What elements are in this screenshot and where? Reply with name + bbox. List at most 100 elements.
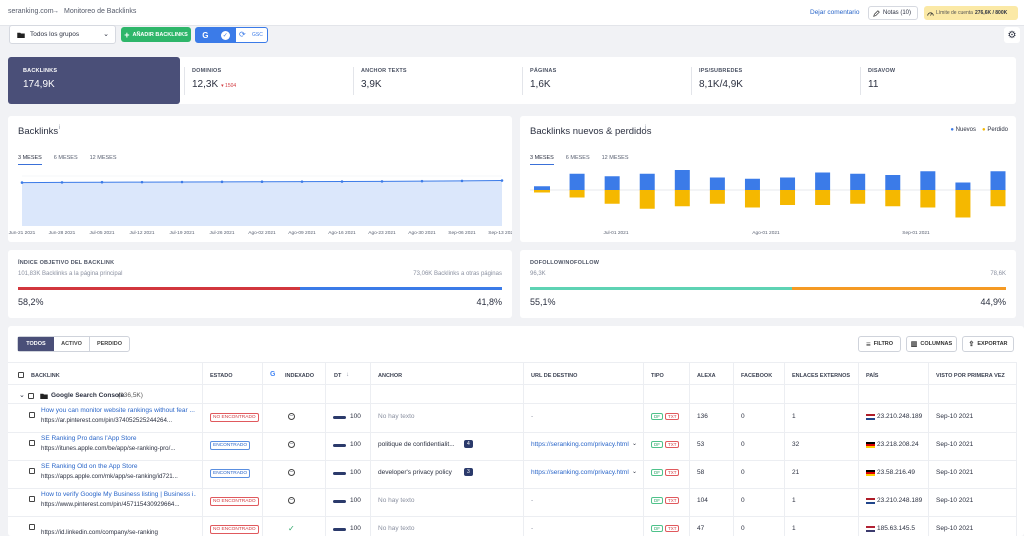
row-checkbox[interactable] — [29, 468, 35, 474]
gear-icon[interactable]: ⚙ — [1004, 27, 1020, 43]
bar-lost[interactable] — [955, 190, 971, 218]
data-point[interactable] — [380, 180, 384, 183]
destination-url[interactable]: https://seranking.com/privacy.html — [531, 469, 629, 476]
bar-new[interactable] — [990, 171, 1006, 190]
data-point[interactable] — [220, 180, 224, 184]
stat-disavow[interactable]: DISAVOW 11 — [868, 68, 895, 90]
bar-lost[interactable] — [569, 190, 585, 198]
col-country[interactable]: PAÍS — [866, 373, 879, 379]
col-dt[interactable]: DT — [334, 373, 342, 379]
tab-6-months[interactable]: 6 MESES — [565, 155, 590, 161]
bar-new[interactable] — [850, 173, 866, 190]
bar-lost[interactable] — [815, 190, 831, 205]
backlink-url[interactable]: https://id.linkedin.com/company/se-ranki… — [41, 529, 158, 536]
tab-lost[interactable]: PERDIDO — [96, 341, 123, 347]
bar-new[interactable] — [569, 173, 585, 190]
row-checkbox[interactable] — [29, 412, 35, 418]
gsc-connected-button[interactable]: G ✓ — [196, 28, 236, 42]
col-type[interactable]: TIPO — [651, 373, 664, 379]
bar-lost[interactable] — [674, 190, 690, 207]
bar-lost[interactable] — [604, 190, 620, 204]
bar-lost[interactable] — [920, 190, 936, 208]
col-indexed[interactable]: INDEXADO — [285, 373, 315, 379]
data-point[interactable] — [340, 180, 344, 183]
col-external-links[interactable]: ENLACES EXTERNOS — [792, 373, 851, 379]
info-icon[interactable]: i — [59, 125, 61, 131]
tab-3-months[interactable]: 3 MESES — [18, 155, 42, 165]
destination-url[interactable]: https://seranking.com/privacy.html — [531, 441, 629, 448]
bar-new[interactable] — [639, 173, 655, 190]
backlink-title[interactable]: SE Ranking Pro dans l'App Store — [41, 435, 137, 442]
stat-dominios[interactable]: DOMINIOS 12,3K ▾ 1504 — [192, 68, 236, 90]
account-limit-badge[interactable]: Límite de cuenta 276,6K / 800K — [924, 6, 1018, 20]
bar-new[interactable] — [534, 186, 550, 190]
group-label[interactable]: Google Search Console — [51, 392, 125, 399]
chevron-down-icon[interactable]: ⌄ — [632, 441, 638, 447]
tab-12-months[interactable]: 12 MESES — [89, 155, 117, 161]
data-point[interactable] — [100, 180, 104, 184]
backlink-url[interactable]: https://apps.apple.com/mk/app/se-ranking… — [41, 473, 178, 480]
data-point[interactable] — [500, 179, 504, 182]
backlink-url[interactable]: https://ar.pinterest.com/pin/37405252524… — [41, 417, 173, 424]
bar-lost[interactable] — [534, 190, 550, 193]
bar-new[interactable] — [815, 172, 831, 191]
data-point[interactable] — [260, 180, 264, 184]
data-point[interactable] — [60, 181, 64, 184]
bar-new[interactable] — [780, 177, 796, 191]
col-facebook[interactable]: FACEBOOK — [741, 373, 773, 379]
group-select[interactable]: Todos los grupos ⌄ — [9, 25, 116, 44]
col-anchor[interactable]: ANCHOR — [378, 373, 403, 379]
feedback-link[interactable]: Dejar comentario — [810, 9, 860, 16]
anchor-count-badge[interactable]: 4 — [464, 440, 473, 448]
data-point[interactable] — [140, 180, 144, 184]
info-icon[interactable]: i — [645, 125, 647, 131]
backlink-url[interactable]: https://itunes.apple.com/be/app/se-ranki… — [41, 445, 176, 452]
table-row[interactable]: SE Ranking Old on the App Store https://… — [8, 461, 1016, 489]
bar-new[interactable] — [744, 178, 760, 190]
table-row[interactable]: How you can monitor website rankings wit… — [8, 405, 1016, 433]
bar-lost[interactable] — [709, 190, 725, 204]
stat-backlinks[interactable]: BACKLINKS 174,9K — [23, 68, 57, 90]
row-checkbox[interactable] — [29, 524, 35, 530]
col-first-seen[interactable]: VISTO POR PRIMERA VEZ — [936, 373, 1005, 379]
tab-3-months[interactable]: 3 MESES — [530, 155, 554, 165]
col-backlink[interactable]: BACKLINK — [31, 373, 60, 379]
row-checkbox[interactable] — [29, 496, 35, 502]
tab-active[interactable]: ACTIVO — [54, 337, 90, 351]
bar-lost[interactable] — [850, 190, 866, 204]
bar-lost[interactable] — [885, 190, 901, 207]
bar-new[interactable] — [709, 177, 725, 191]
bar-new[interactable] — [955, 182, 971, 191]
data-point[interactable] — [460, 179, 464, 183]
refresh-icon[interactable]: ⟳ — [239, 30, 246, 39]
notes-button[interactable]: Notas (10) — [868, 6, 918, 20]
bar-new[interactable] — [604, 176, 620, 190]
bar-lost[interactable] — [744, 190, 760, 208]
backlink-title[interactable]: SE Ranking Old on the App Store — [41, 463, 138, 470]
filter-button[interactable]: ≡ FILTRO — [858, 336, 901, 352]
data-point[interactable] — [180, 180, 184, 184]
col-alexa[interactable]: ALEXA — [697, 373, 716, 379]
bar-new[interactable] — [674, 170, 690, 190]
tab-all[interactable]: TODOS — [18, 337, 54, 351]
table-row[interactable]: How to verify Google My Business listing… — [8, 489, 1016, 517]
bar-lost[interactable] — [990, 190, 1006, 207]
stat-ips-subredes[interactable]: IPS/SUBREDES 8,1K/4,9K — [699, 68, 743, 90]
col-status[interactable]: ESTADO — [210, 373, 233, 379]
chevron-down-icon[interactable]: ⌄ — [632, 469, 638, 475]
tab-12-months[interactable]: 12 MESES — [601, 155, 629, 161]
add-backlinks-button[interactable]: + AÑADIR BACKLINKS — [121, 27, 191, 42]
group-checkbox[interactable] — [28, 393, 34, 399]
backlink-title[interactable]: How you can monitor website rankings wit… — [41, 407, 195, 414]
row-checkbox[interactable] — [29, 440, 35, 446]
bar-lost[interactable] — [639, 190, 655, 209]
select-all-checkbox[interactable] — [18, 372, 24, 378]
bar-lost[interactable] — [780, 190, 796, 205]
backlink-url[interactable]: https://www.pinterest.com/pin/4571154309… — [41, 501, 180, 508]
anchor-count-badge[interactable]: 3 — [464, 468, 473, 476]
bar-new[interactable] — [920, 171, 936, 190]
data-point[interactable] — [420, 179, 424, 183]
export-button[interactable]: ⇪ EXPORTAR — [962, 336, 1014, 352]
stat-anchor-texts[interactable]: ANCHOR TEXTS 3,9K — [361, 68, 407, 90]
breadcrumb-root[interactable]: seranking.com — [8, 8, 54, 15]
